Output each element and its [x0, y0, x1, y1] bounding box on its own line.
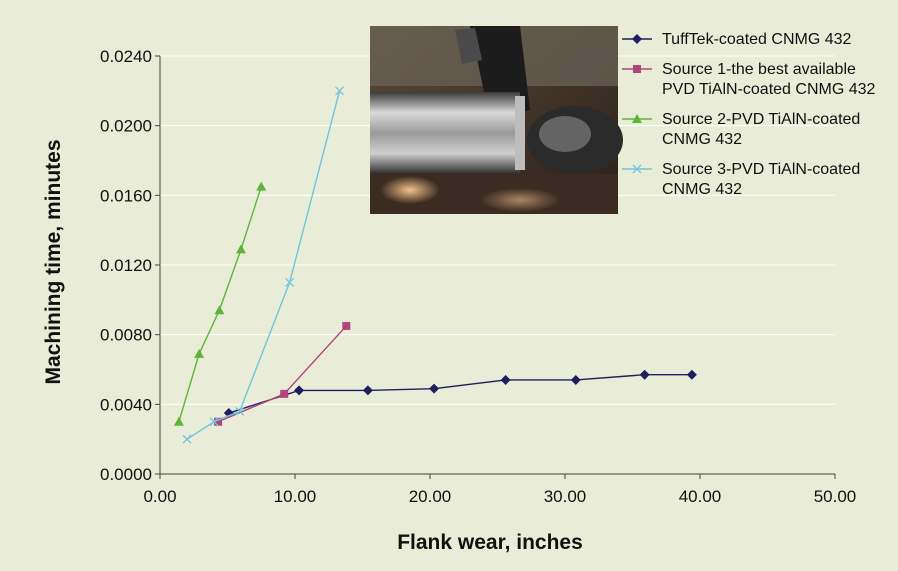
y-axis-title: Machining time, minutes: [42, 139, 65, 384]
data-point: [194, 348, 205, 358]
legend-marker: [632, 164, 642, 174]
y-tick-label: 0.0200: [100, 117, 152, 136]
data-point: [182, 434, 192, 444]
series-line: [228, 374, 692, 414]
legend-label: CNMG 432: [662, 131, 742, 148]
data-point: [285, 277, 295, 287]
data-point: [209, 417, 219, 427]
data-point: [342, 321, 351, 330]
data-point: [280, 389, 289, 398]
legend: TuffTek-coated CNMG 432 Source 1-the best…: [622, 31, 876, 198]
axes: [155, 55, 836, 479]
series-layer: [173, 86, 697, 444]
y-tick-label: 0.0040: [100, 395, 152, 414]
x-marker-stroke: [632, 164, 642, 174]
legend-item: Source 3-PVD TiAlN-coated CNMG 432: [622, 161, 860, 198]
machining-photo: [370, 26, 623, 214]
data-point: [214, 305, 225, 315]
data-point: [235, 406, 245, 416]
legend-marker: [632, 34, 642, 44]
data-point: [686, 369, 697, 380]
legend-marker: [632, 114, 642, 123]
data-point: [335, 86, 345, 96]
data-point: [639, 369, 650, 380]
legend-label: Source 3-PVD TiAlN-coated: [662, 161, 860, 178]
series-1: [223, 369, 697, 419]
x-tick-label: 50.00: [814, 487, 857, 506]
y-tick-label: 0.0160: [100, 186, 152, 205]
series-line: [217, 325, 347, 423]
data-point: [173, 416, 184, 426]
x-marker-stroke: [335, 86, 345, 96]
data-point: [214, 417, 223, 426]
legend-item: TuffTek-coated CNMG 432: [622, 31, 852, 48]
series-2: [214, 321, 351, 426]
x-marker-stroke: [182, 434, 192, 444]
legend-label: PVD TiAlN-coated CNMG 432: [662, 81, 876, 98]
legend-label: Source 2-PVD TiAlN-coated: [662, 111, 860, 128]
legend-item: Source 1-the best available PVD TiAlN-coa…: [622, 61, 876, 98]
legend-label: CNMG 432: [662, 181, 742, 198]
x-marker-stroke: [235, 406, 245, 416]
y-tick-label: 0.0080: [100, 326, 152, 345]
legend-label: TuffTek-coated CNMG 432: [662, 31, 852, 48]
data-point: [570, 374, 581, 385]
legend-marker: [633, 65, 641, 73]
x-tick-label: 10.00: [274, 487, 317, 506]
x-tick-label: 20.00: [409, 487, 452, 506]
x-tick-label: 40.00: [679, 487, 722, 506]
legend-label: Source 1-the best available: [662, 61, 856, 78]
x-marker-stroke: [209, 417, 219, 427]
y-tick-label: 0.0000: [100, 465, 152, 484]
data-point: [256, 181, 267, 191]
x-tick-label: 0.00: [143, 487, 176, 506]
series-3: [173, 181, 267, 426]
x-tick-label: 30.00: [544, 487, 587, 506]
x-marker-stroke: [285, 277, 295, 287]
y-tick-labels: 0.0000 0.0040 0.0080 0.0120 0.0160 0.0200 0.02…: [100, 47, 152, 484]
data-point: [236, 244, 246, 254]
y-tick-label: 0.0120: [100, 256, 152, 275]
y-tick-label: 0.0240: [100, 47, 152, 66]
data-point: [500, 374, 511, 385]
x-axis-title: Flank wear, inches: [397, 531, 583, 554]
data-point: [362, 385, 373, 396]
legend-item: Source 2-PVD TiAlN-coated CNMG 432: [622, 111, 860, 148]
series-4: [182, 86, 345, 444]
x-tick-labels: 0.00 10.00 20.00 30.00 40.00 50.00: [143, 487, 856, 506]
data-point: [294, 385, 305, 396]
data-point: [429, 383, 440, 394]
